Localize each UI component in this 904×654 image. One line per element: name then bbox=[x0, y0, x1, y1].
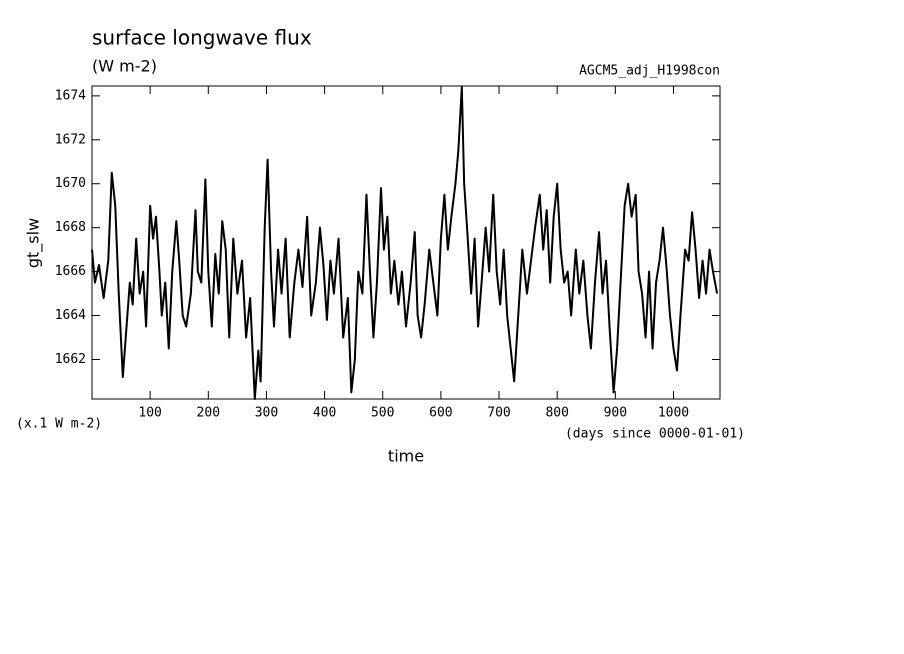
x-tick-label: 600 bbox=[429, 406, 452, 421]
x-tick-label: 300 bbox=[255, 406, 278, 421]
y-axis-unit: (x.1 W m-2) bbox=[16, 417, 102, 432]
y-axis-label: gt_slw bbox=[24, 218, 44, 268]
x-tick-label: 1000 bbox=[658, 406, 689, 421]
x-tick-label: 800 bbox=[545, 406, 568, 421]
data-line bbox=[91, 86, 719, 400]
y-tick-label: 1664 bbox=[55, 308, 86, 323]
y-tick-label: 1670 bbox=[55, 176, 86, 191]
chart-title: surface longwave flux bbox=[92, 26, 312, 50]
plot-frame bbox=[91, 85, 721, 400]
x-tick-label: 200 bbox=[197, 406, 220, 421]
y-tick-label: 1674 bbox=[55, 88, 86, 103]
x-tick-label: 500 bbox=[371, 406, 394, 421]
x-axis-unit: (days since 0000-01-01) bbox=[565, 427, 745, 442]
x-tick-label: 900 bbox=[604, 406, 627, 421]
x-tick-label: 100 bbox=[138, 406, 161, 421]
y-tick-label: 1666 bbox=[55, 264, 86, 279]
y-tick-label: 1668 bbox=[55, 220, 86, 235]
x-tick-label: 700 bbox=[487, 406, 510, 421]
x-tick-label: 400 bbox=[313, 406, 336, 421]
annotation: AGCM5_adj_H1998con bbox=[579, 64, 720, 79]
x-axis-label: time bbox=[388, 447, 424, 466]
y-tick-label: 1662 bbox=[55, 352, 86, 367]
y-tick-label: 1672 bbox=[55, 132, 86, 147]
chart-subtitle: (W m-2) bbox=[92, 57, 157, 76]
